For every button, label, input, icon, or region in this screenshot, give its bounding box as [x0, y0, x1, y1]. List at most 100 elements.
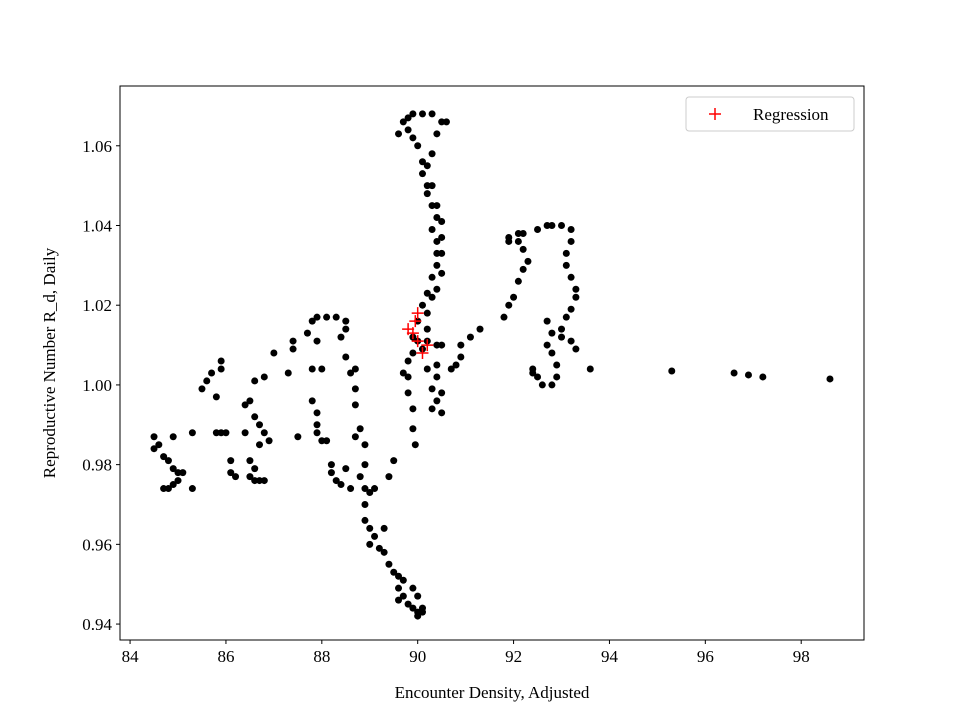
point — [442, 118, 450, 126]
y-tick-label: 1.04 — [82, 216, 112, 235]
point — [217, 429, 225, 437]
point — [411, 335, 424, 348]
point — [404, 373, 412, 381]
point — [438, 409, 446, 417]
point — [558, 221, 566, 229]
point — [351, 365, 359, 373]
point — [514, 229, 522, 237]
point — [418, 301, 426, 309]
point — [438, 218, 446, 226]
point — [428, 293, 436, 301]
point — [313, 409, 321, 417]
point — [361, 441, 369, 449]
point — [428, 273, 436, 281]
point — [217, 357, 225, 365]
point — [342, 325, 350, 333]
y-axis-label: Reproductive Number R_d, Daily — [40, 247, 59, 478]
point — [395, 572, 403, 580]
point — [371, 532, 379, 540]
point — [409, 315, 422, 328]
point — [423, 309, 431, 317]
point — [155, 441, 163, 449]
point — [160, 485, 168, 493]
point — [395, 584, 403, 592]
legend-marker — [709, 108, 721, 120]
x-tick-label: 98 — [793, 647, 810, 666]
point — [246, 473, 254, 481]
point — [409, 604, 417, 612]
point — [562, 261, 570, 269]
point — [371, 485, 379, 493]
x-tick-label: 86 — [217, 647, 234, 666]
point — [428, 385, 436, 393]
point — [260, 477, 268, 485]
point — [164, 485, 172, 493]
point — [395, 596, 403, 604]
point — [524, 257, 532, 265]
point — [265, 437, 273, 445]
x-axis-label: Encounter Density, Adjusted — [395, 683, 590, 702]
point — [174, 469, 182, 477]
point — [313, 313, 321, 321]
point — [390, 568, 398, 576]
point — [342, 317, 350, 325]
point — [399, 576, 407, 584]
point — [433, 361, 441, 369]
point — [418, 604, 426, 612]
point — [342, 353, 350, 361]
point — [179, 469, 187, 477]
point — [423, 365, 431, 373]
point — [543, 221, 551, 229]
y-tick-label: 1.02 — [82, 296, 112, 315]
point — [375, 544, 383, 552]
point — [572, 285, 580, 293]
point — [380, 548, 388, 556]
point — [519, 265, 527, 273]
point — [251, 465, 259, 473]
point — [164, 457, 172, 465]
point — [232, 473, 240, 481]
point — [303, 329, 311, 337]
point — [227, 457, 235, 465]
point — [327, 469, 335, 477]
y-tick-label: 1.00 — [82, 376, 112, 395]
point — [347, 485, 355, 493]
point — [409, 110, 417, 118]
y-tick-label: 0.98 — [82, 456, 112, 475]
point — [433, 341, 441, 349]
point — [519, 245, 527, 253]
point — [572, 293, 580, 301]
point — [433, 214, 441, 222]
point — [418, 158, 426, 166]
x-tick-label: 94 — [601, 647, 619, 666]
point — [567, 273, 575, 281]
point — [510, 293, 518, 301]
point — [260, 429, 268, 437]
point — [342, 465, 350, 473]
point — [418, 170, 426, 178]
point — [438, 269, 446, 277]
x-tick-label: 96 — [697, 647, 714, 666]
point — [423, 289, 431, 297]
point — [423, 325, 431, 333]
point — [505, 237, 513, 245]
point — [366, 540, 374, 548]
point — [759, 373, 767, 381]
point — [826, 375, 834, 383]
point — [409, 134, 417, 142]
point — [169, 433, 177, 441]
point — [409, 425, 417, 433]
point — [198, 385, 206, 393]
point — [438, 341, 446, 349]
point — [514, 237, 522, 245]
point — [361, 461, 369, 469]
point — [668, 367, 676, 375]
point — [222, 429, 230, 437]
point — [447, 365, 455, 373]
point — [188, 429, 196, 437]
point — [251, 413, 259, 421]
point — [428, 202, 436, 210]
legend-label: Regression — [753, 105, 829, 124]
point — [366, 489, 374, 497]
